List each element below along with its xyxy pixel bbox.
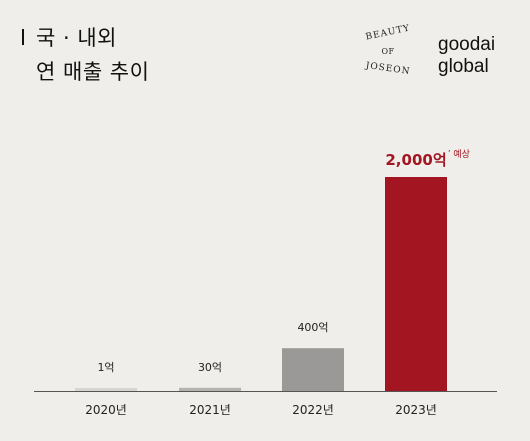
data-label-2021년: 30억: [198, 361, 222, 374]
bar-2022년: [282, 348, 344, 391]
x-tick-2021년: 2021년: [189, 403, 231, 417]
title-line-2: 연 매출 추이: [36, 60, 150, 84]
title-line-1: 국 · 내외: [36, 26, 117, 50]
logo-text-of: OF: [381, 47, 395, 56]
data-label-2023년: 2,000억: [385, 151, 446, 169]
brand-line-goodai: goodai: [438, 34, 496, 55]
bar-2021년: [179, 387, 241, 391]
beauty-of-joseon-logo: BEAUTY OF JOSEON: [360, 22, 416, 84]
data-label-suffix: ʹ 예상: [448, 149, 470, 160]
x-tick-2023년: 2023년: [395, 403, 437, 417]
data-label-2020년: 1억: [97, 361, 114, 374]
title-accent-bar: [22, 29, 24, 45]
x-tick-2020년: 2020년: [85, 403, 127, 417]
goodai-global-logo: goodai global: [438, 34, 495, 78]
brand-line-global: global: [438, 56, 489, 77]
data-label-2022년: 400억: [297, 321, 328, 334]
bar-2020년: [75, 388, 137, 391]
x-tick-2022년: 2022년: [292, 403, 334, 417]
bar-2023년: [385, 177, 447, 391]
